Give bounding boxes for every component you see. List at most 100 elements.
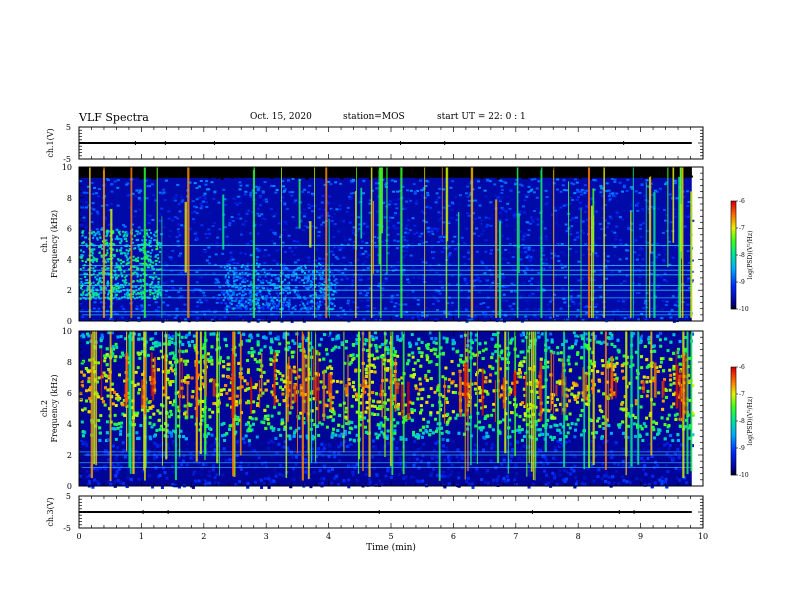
hiss-cell: [306, 300, 309, 303]
spec-cell: [287, 269, 291, 272]
spec-cell: [605, 182, 609, 185]
spec-cell: [303, 212, 307, 215]
spec-cell: [436, 260, 440, 263]
spec-cell: [162, 234, 166, 237]
spec-cell: [290, 312, 294, 315]
spec-cell: [261, 319, 265, 322]
spec-cell: [247, 298, 251, 301]
spec-cell: [571, 217, 575, 220]
spec-cell: [598, 286, 602, 289]
spec-cell: [467, 204, 471, 207]
spec-cell: [660, 317, 664, 320]
spec-cell: [281, 266, 285, 269]
spec-cell: [110, 190, 114, 193]
spec-cell: [624, 280, 628, 283]
spec-cell: [437, 211, 441, 214]
spec-cell: [613, 254, 617, 257]
spec-cell: [670, 221, 674, 224]
hiss-cell: [266, 287, 269, 290]
spec-cell: [513, 216, 517, 219]
spec-cell: [322, 288, 326, 291]
spec-cell: [530, 178, 534, 181]
sferic: [568, 181, 570, 318]
hiss-cell: [96, 293, 99, 296]
hiss-cell: [106, 243, 109, 246]
spec-cell: [164, 294, 168, 297]
spec-cell: [173, 316, 177, 319]
spec-cell: [585, 218, 589, 221]
spec-cell: [280, 219, 284, 222]
spec-cell: [463, 242, 467, 245]
spec-cell: [464, 307, 468, 310]
colorbar-cell: [731, 277, 736, 280]
spec-cell: [402, 228, 406, 231]
spec-cell: [134, 194, 138, 197]
spec-cell: [262, 287, 266, 290]
hiss-cell: [328, 275, 331, 278]
hiss-cell: [80, 249, 83, 252]
hiss-cell: [291, 278, 294, 281]
hiss-cell: [303, 296, 306, 299]
hiss-cell: [120, 272, 123, 275]
spec-cell: [502, 284, 506, 287]
spec-cell: [238, 201, 242, 204]
spec-cell: [548, 266, 552, 269]
sferic: [648, 177, 651, 318]
hiss-cell: [263, 268, 266, 271]
spec-cell: [395, 207, 399, 210]
spec-cell: [462, 274, 466, 277]
spec-cell: [167, 217, 171, 220]
hiss-cell: [231, 307, 234, 310]
spec-cell: [484, 265, 488, 268]
spec-cell: [583, 210, 587, 213]
spec-cell: [477, 234, 481, 237]
hiss-cell: [301, 270, 304, 273]
spec-cell: [459, 290, 463, 293]
spec-cell: [578, 237, 582, 240]
spec-cell: [319, 287, 323, 290]
spec-cell: [528, 258, 532, 261]
spec-cell: [273, 231, 277, 234]
spec-cell: [531, 292, 535, 295]
hiss-cell: [118, 265, 121, 268]
hiss-cell: [270, 299, 273, 302]
sferic: [314, 167, 316, 318]
hiss-cell: [233, 272, 236, 275]
spec-cell: [404, 231, 408, 234]
spec-cell: [563, 301, 567, 304]
spec-cell: [79, 180, 83, 183]
spec-cell: [565, 189, 569, 192]
hiss-cell: [229, 301, 232, 304]
spec-cell: [254, 301, 258, 304]
spec-cell: [557, 209, 561, 212]
sferic: [102, 167, 105, 318]
spec-cell: [510, 308, 514, 311]
spec-cell: [630, 187, 634, 190]
spec-cell: [258, 275, 262, 278]
spec-cell: [213, 221, 217, 224]
spec-cell: [175, 217, 179, 220]
hiss-cell: [152, 267, 155, 270]
spec-cell: [523, 251, 527, 254]
spec-cell: [175, 314, 179, 317]
spec-cell: [217, 201, 221, 204]
spec-cell: [640, 248, 644, 251]
spec-cell: [378, 304, 382, 307]
spec-cell: [322, 294, 326, 297]
hiss-cell: [238, 292, 241, 295]
spec-cell: [94, 297, 98, 300]
spec-cell: [642, 307, 646, 310]
spec-cell: [432, 296, 436, 299]
spec-cell: [477, 221, 481, 224]
spec-cell: [685, 308, 689, 311]
spec-cell: [144, 296, 148, 299]
spec-cell: [401, 303, 405, 306]
hiss-cell: [257, 283, 260, 286]
spec-cell: [178, 210, 182, 213]
hiss-cell: [314, 307, 317, 310]
spec-cell: [446, 306, 450, 309]
colorbar-cell: [731, 281, 736, 284]
spec-cell: [296, 240, 300, 243]
spec-cell: [422, 187, 426, 190]
hiss-cell: [107, 297, 110, 300]
